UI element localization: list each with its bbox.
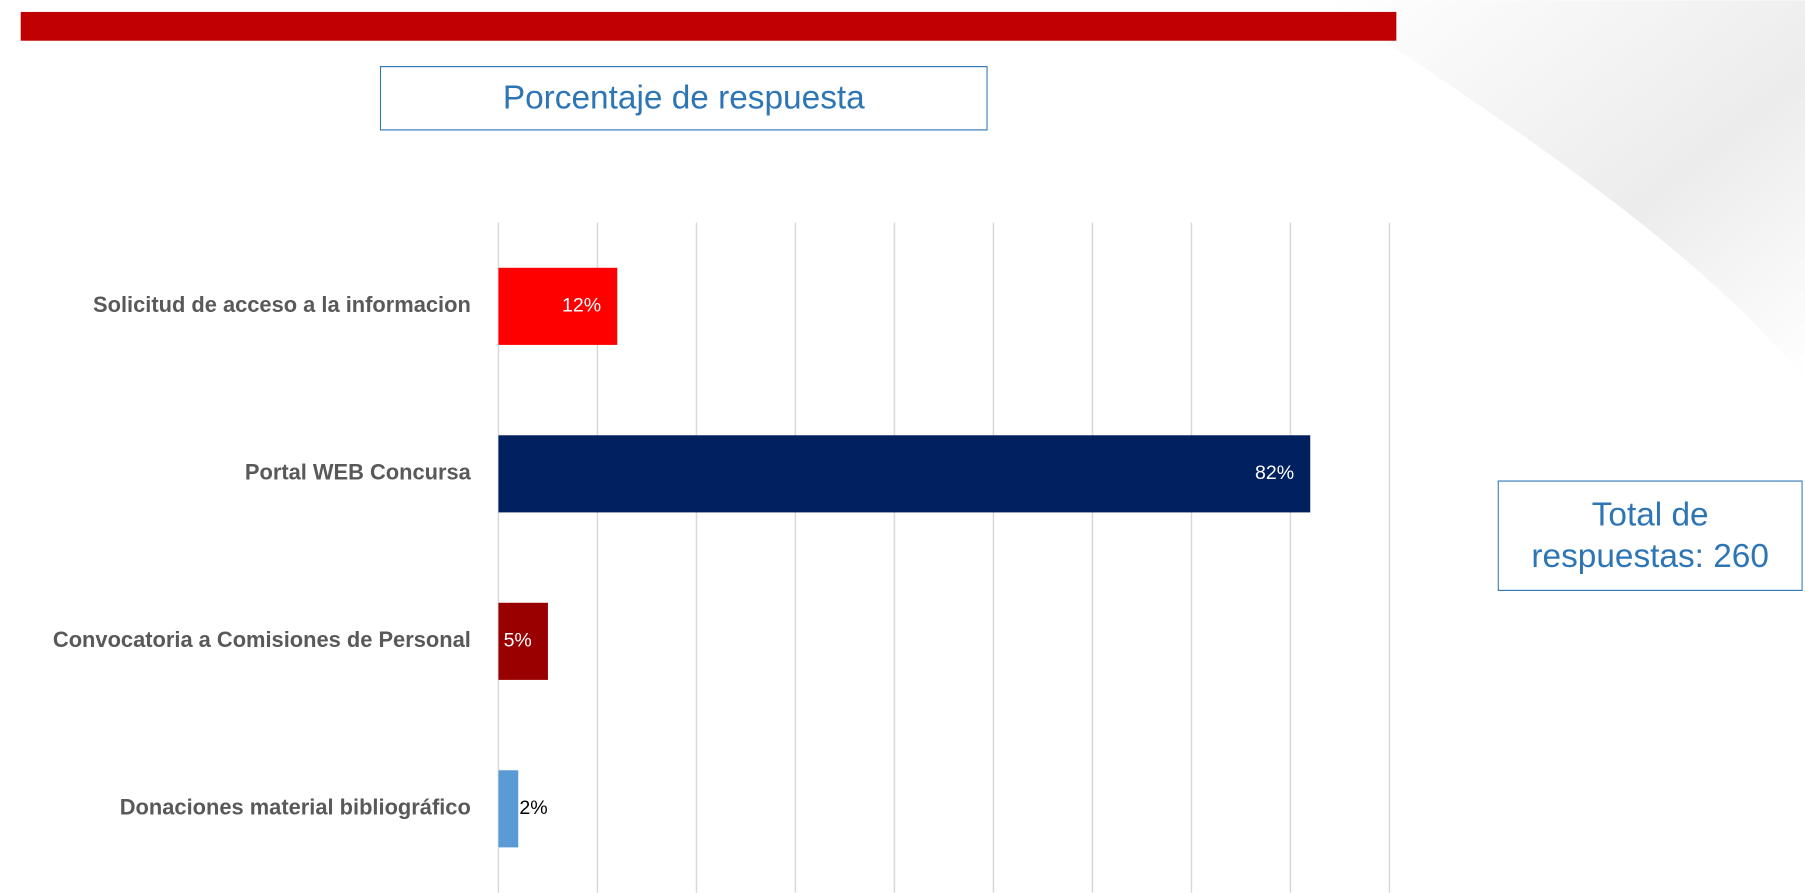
background-swoosh bbox=[1323, 0, 1805, 381]
value-label: 12% bbox=[562, 295, 601, 317]
annotation-box: Total de respuestas: 260 bbox=[1497, 480, 1803, 591]
category-label: Donaciones material bibliográfico bbox=[120, 795, 471, 820]
category-label: Portal WEB Concursa bbox=[245, 460, 472, 485]
bar bbox=[498, 602, 548, 680]
value-label: 2% bbox=[519, 797, 547, 819]
plot: Solicitud de acceso a la informacion 12% P… bbox=[53, 222, 1391, 893]
bar bbox=[498, 770, 519, 848]
annotation: Total de respuestas: 260 bbox=[1497, 480, 1803, 591]
category-label: Solicitud de acceso a la informacion bbox=[93, 292, 471, 317]
value-label: 5% bbox=[504, 630, 532, 652]
header-bar bbox=[20, 11, 1397, 41]
bar bbox=[498, 435, 1311, 513]
value-label: 82% bbox=[1255, 462, 1294, 484]
category-label: Convocatoria a Comisiones de Personal bbox=[53, 627, 471, 652]
title-box: Porcentaje de respuesta bbox=[379, 66, 988, 131]
bar bbox=[498, 267, 618, 345]
chart-title: Porcentaje de respuesta bbox=[379, 66, 988, 131]
